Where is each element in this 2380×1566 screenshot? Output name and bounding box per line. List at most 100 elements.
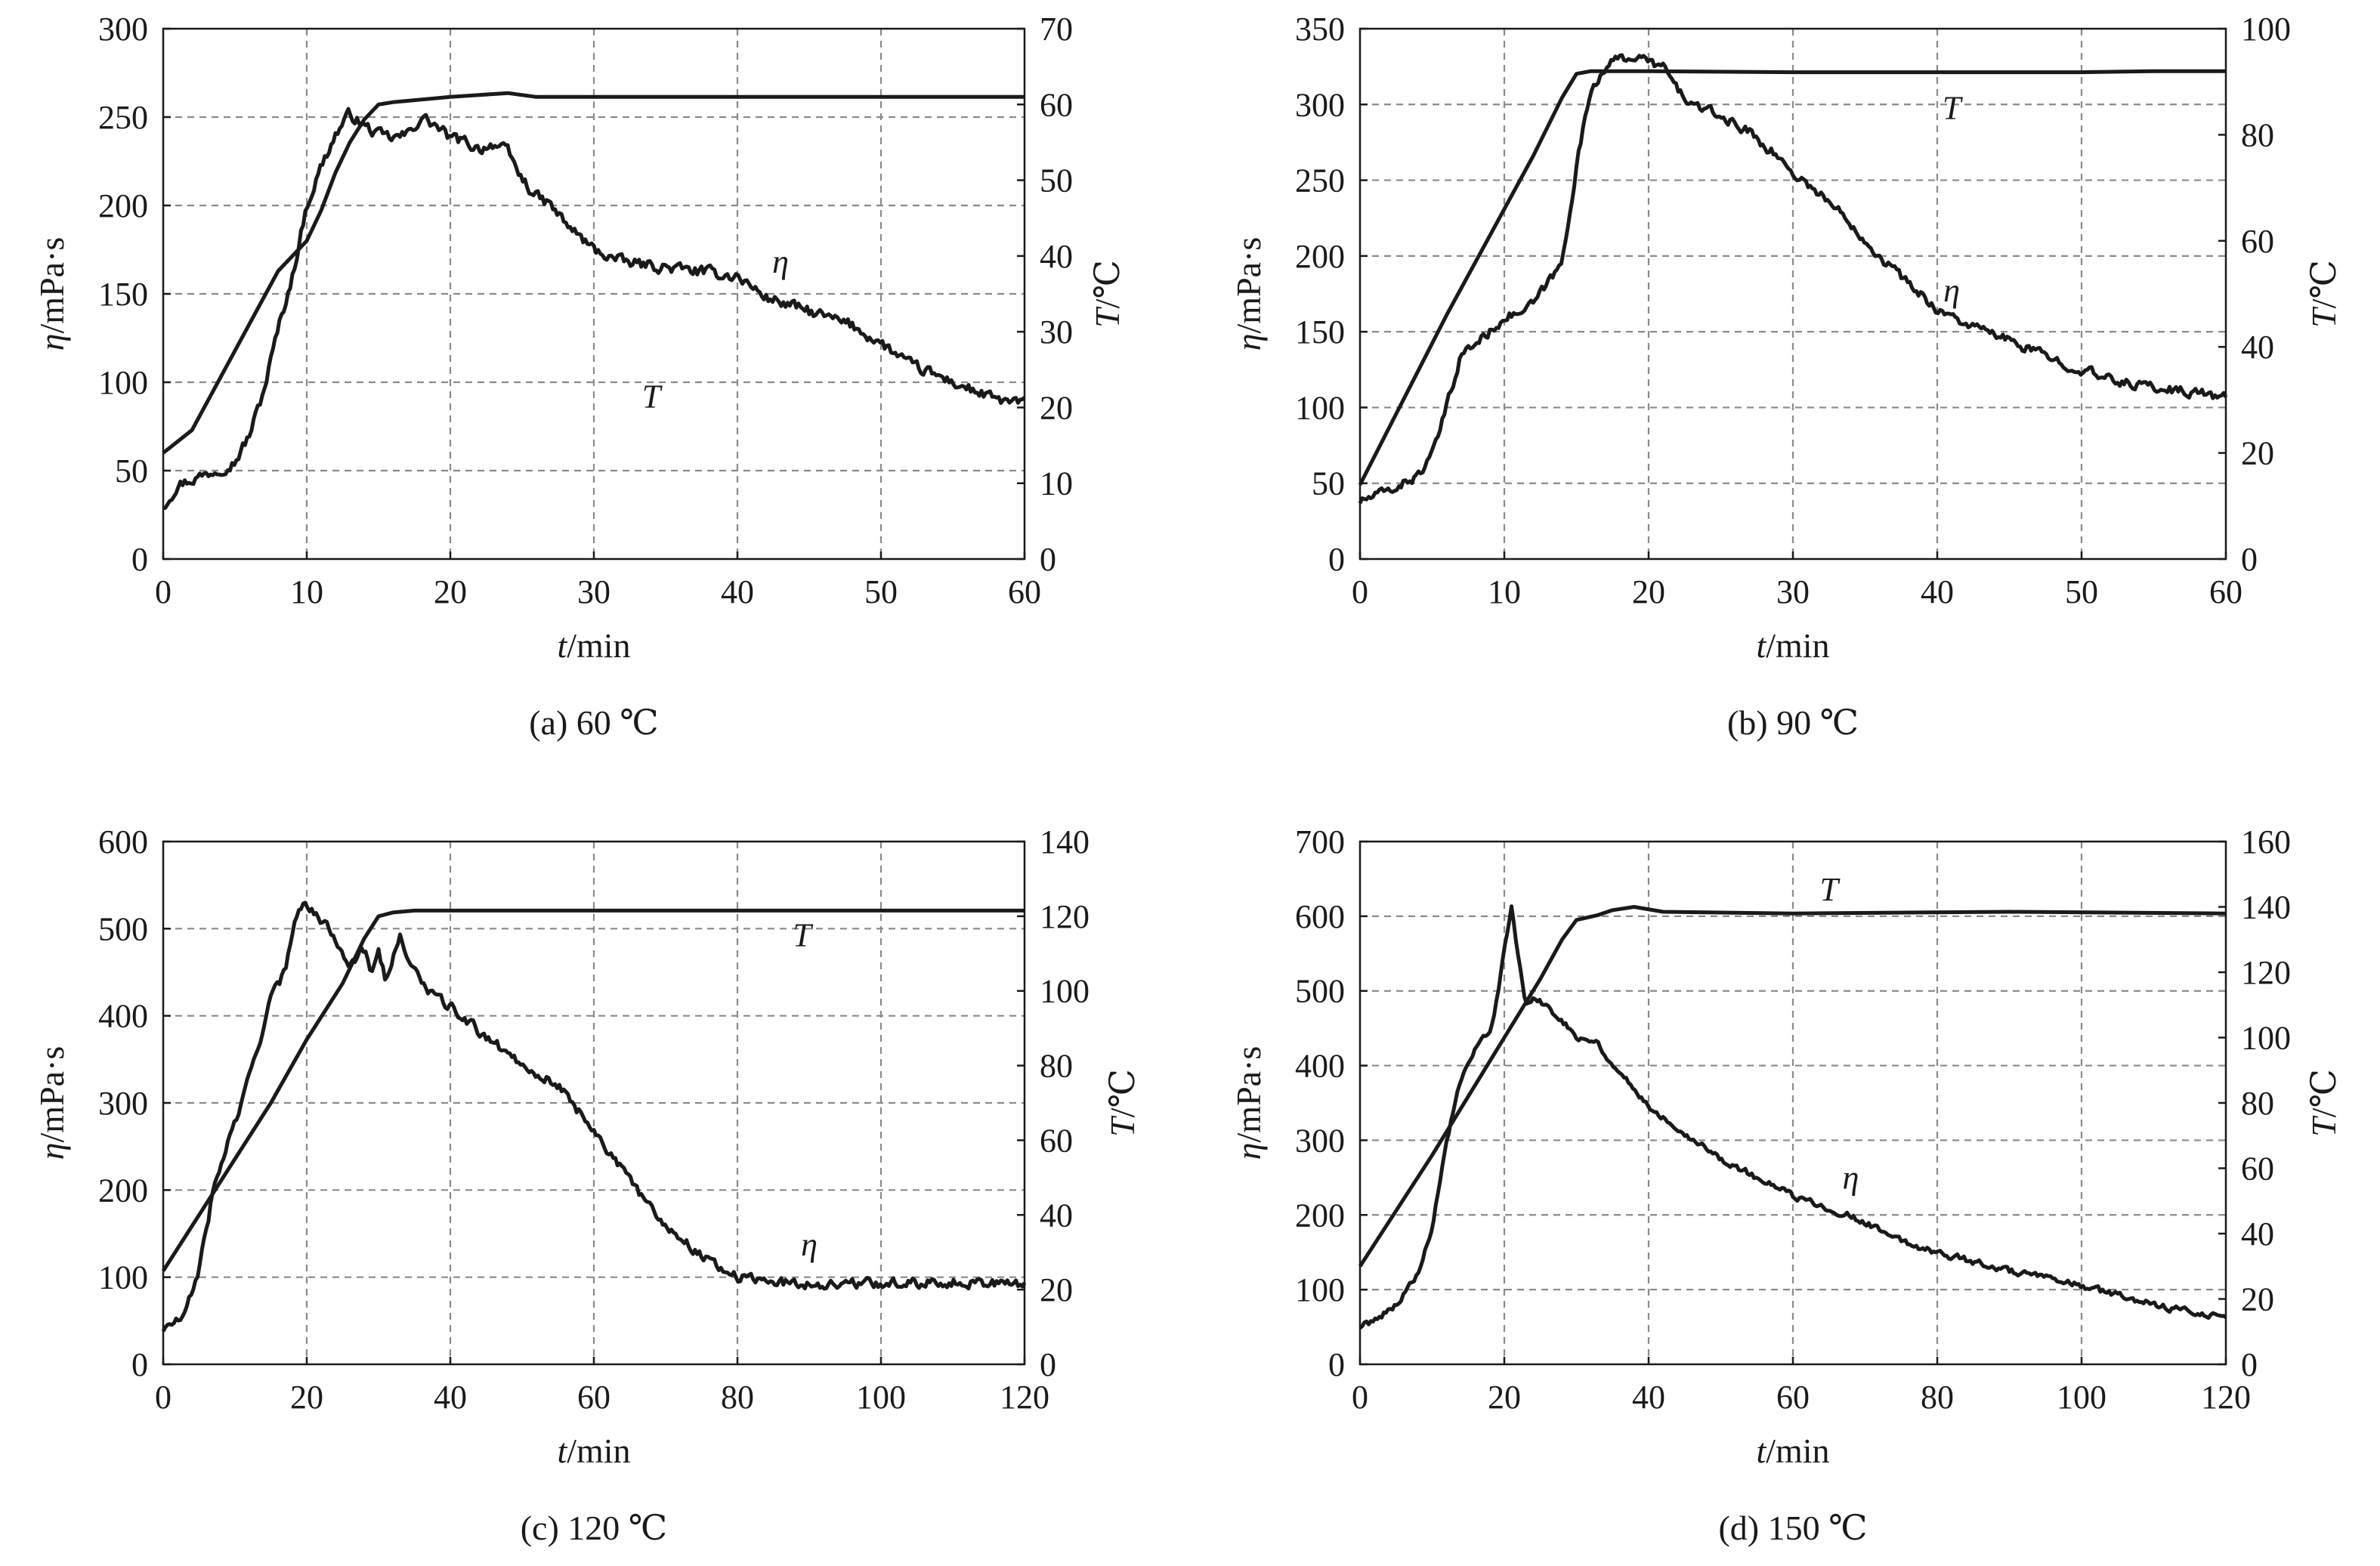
y-left-tick-label: 350 — [1295, 11, 1345, 48]
x-tick-label: 40 — [721, 573, 754, 610]
x-tick-label: 100 — [856, 1379, 906, 1416]
panel-caption: (c) 120 ℃ — [521, 1509, 668, 1547]
x-tick-label: 0 — [155, 573, 172, 610]
x-tick-label: 50 — [864, 573, 898, 610]
y-right-tick-label: 160 — [2241, 823, 2291, 860]
series-label-T: T — [1820, 871, 1841, 908]
y-left-tick-label: 0 — [131, 1346, 148, 1383]
y-right-tick-label: 80 — [1040, 1048, 1073, 1085]
y-left-tick-label: 600 — [1295, 898, 1345, 935]
y-left-tick-label: 300 — [1295, 86, 1345, 123]
x-tick-label: 0 — [1352, 1379, 1368, 1416]
x-axis-label: t/min — [557, 1432, 630, 1470]
x-tick-label: 60 — [1776, 1379, 1810, 1416]
y-right-tick-label: 20 — [1040, 1271, 1073, 1308]
y-right-tick-label: 0 — [1040, 1346, 1056, 1383]
panel-caption: (d) 150 ℃ — [1718, 1509, 1867, 1547]
y-right-tick-label: 80 — [2241, 1085, 2274, 1122]
y-left-tick-label: 50 — [1312, 465, 1345, 502]
y-right-tick-label: 40 — [1040, 1197, 1073, 1234]
x-tick-label: 20 — [290, 1379, 323, 1416]
series-line-T — [1358, 905, 2227, 1268]
x-tick-label: 40 — [1632, 1379, 1665, 1416]
x-tick-label: 40 — [1921, 573, 1954, 610]
y-right-tick-label: 40 — [2241, 1215, 2274, 1252]
series-line-eta — [1358, 53, 2228, 505]
y-right-tick-label: 0 — [2241, 1346, 2258, 1383]
y-right-tick-label: 30 — [1040, 314, 1073, 351]
x-tick-label: 80 — [1921, 1379, 1954, 1416]
x-tick-label: 100 — [2057, 1379, 2106, 1416]
y-left-tick-label: 0 — [1328, 541, 1345, 578]
x-tick-label: 30 — [1776, 573, 1810, 610]
y-right-axis-label: T/℃ — [1088, 260, 1127, 328]
y-right-tick-label: 60 — [2241, 223, 2274, 260]
x-tick-label: 120 — [2201, 1379, 2251, 1416]
x-tick-label: 10 — [1488, 573, 1521, 610]
x-tick-label: 30 — [577, 573, 610, 610]
series-line-T — [161, 908, 1025, 1272]
y-right-tick-label: 140 — [1040, 823, 1090, 860]
x-tick-label: 20 — [1632, 573, 1665, 610]
series-label-eta: η — [1842, 1160, 1859, 1197]
y-left-tick-label: 0 — [1328, 1346, 1345, 1383]
y-left-tick-label: 500 — [1295, 973, 1345, 1010]
y-right-tick-label: 20 — [2241, 1281, 2274, 1318]
y-left-tick-label: 150 — [1295, 314, 1345, 351]
y-left-tick-label: 700 — [1295, 823, 1345, 860]
y-left-tick-label: 250 — [1295, 162, 1345, 199]
y-right-tick-label: 20 — [1040, 389, 1073, 426]
series-line-eta — [162, 107, 1026, 511]
y-right-tick-label: 70 — [1040, 11, 1073, 48]
y-right-tick-label: 10 — [1040, 465, 1073, 502]
y-left-tick-label: 100 — [98, 364, 148, 401]
y-left-tick-label: 500 — [98, 910, 148, 947]
panel-caption: (a) 60 ℃ — [529, 703, 659, 742]
x-axis-label: t/min — [1756, 626, 1829, 665]
x-tick-label: 120 — [1000, 1379, 1049, 1416]
series-line-eta — [1358, 904, 2227, 1330]
y-left-tick-label: 250 — [98, 99, 148, 136]
series-label-eta: η — [772, 243, 789, 280]
x-axis-label: t/min — [1756, 1432, 1829, 1470]
chart-panel-2: 0 10 20 30 40 50 60050100150200250300350020406… — [1229, 11, 2343, 742]
x-tick-label: 60 — [577, 1379, 610, 1416]
y-right-tick-label: 80 — [2241, 116, 2274, 153]
y-left-tick-label: 400 — [1295, 1048, 1345, 1085]
y-left-tick-label: 100 — [98, 1259, 148, 1296]
y-right-tick-label: 100 — [1040, 973, 1090, 1010]
y-right-tick-label: 50 — [1040, 162, 1073, 199]
y-left-tick-label: 100 — [1295, 389, 1345, 426]
y-right-tick-label: 140 — [2241, 889, 2291, 926]
y-left-tick-label: 400 — [98, 998, 148, 1035]
y-right-tick-label: 100 — [2241, 1020, 2291, 1057]
x-tick-label: 60 — [2209, 573, 2242, 610]
y-right-tick-label: 20 — [2241, 435, 2274, 472]
y-right-axis-label: T/℃ — [1103, 1069, 1142, 1137]
series-label-T: T — [793, 916, 814, 953]
y-right-tick-label: 0 — [2241, 541, 2258, 578]
y-right-tick-label: 100 — [2241, 11, 2291, 48]
y-right-tick-label: 60 — [1040, 1122, 1073, 1159]
y-left-tick-label: 200 — [98, 187, 148, 224]
y-right-tick-label: 40 — [1040, 238, 1073, 275]
x-tick-label: 60 — [1008, 573, 1041, 610]
y-left-axis-label: η/mPa·s — [32, 1046, 71, 1160]
x-tick-label: 0 — [1352, 573, 1368, 610]
series-label-eta: η — [1943, 272, 1960, 309]
y-right-tick-label: 0 — [1040, 541, 1056, 578]
y-left-axis-label: η/mPa·s — [1229, 1046, 1268, 1160]
x-tick-label: 20 — [1488, 1379, 1521, 1416]
y-left-axis-label: η/mPa·s — [32, 237, 71, 351]
y-right-tick-label: 40 — [2241, 329, 2274, 366]
y-right-tick-label: 120 — [2241, 954, 2291, 991]
y-left-tick-label: 50 — [115, 453, 148, 490]
y-right-tick-label: 60 — [1040, 86, 1073, 123]
y-left-tick-label: 100 — [1295, 1271, 1345, 1308]
y-right-axis-label: T/℃ — [2304, 1069, 2343, 1137]
y-left-tick-label: 600 — [98, 823, 148, 860]
y-left-tick-label: 200 — [1295, 238, 1345, 275]
y-right-axis-label: T/℃ — [2304, 260, 2343, 328]
x-tick-label: 80 — [721, 1379, 754, 1416]
